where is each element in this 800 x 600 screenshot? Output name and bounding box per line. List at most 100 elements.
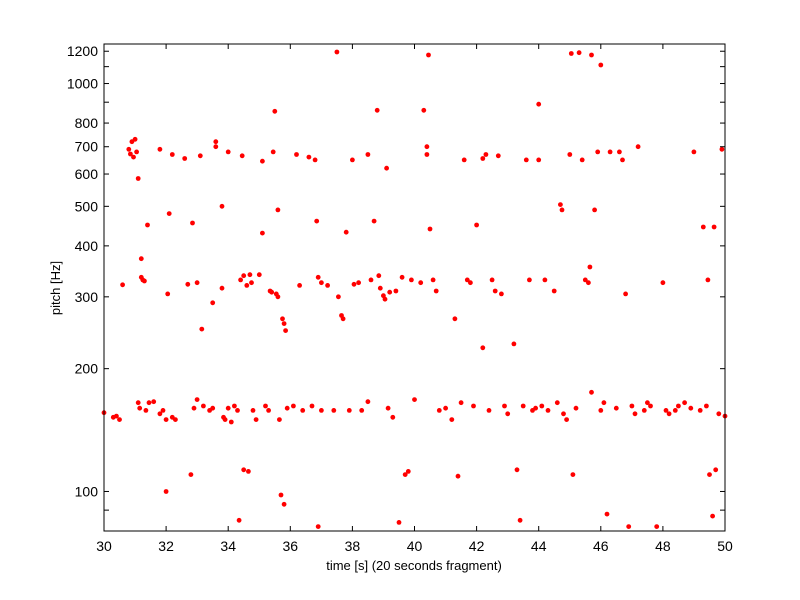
data-point (641, 408, 647, 413)
data-point (672, 408, 678, 413)
data-point (160, 408, 166, 413)
data-point (275, 207, 281, 213)
data-point (291, 403, 296, 409)
data-point (281, 501, 287, 507)
data-point (281, 321, 287, 326)
data-point (430, 277, 436, 283)
data-point (244, 283, 250, 288)
data-point (554, 400, 560, 406)
data-point (573, 405, 579, 411)
data-point (210, 300, 216, 306)
data-point (570, 472, 576, 477)
data-point (676, 403, 681, 409)
plot-area-frame (103, 43, 726, 532)
data-point (586, 280, 591, 286)
data-point (700, 224, 706, 230)
data-point (269, 289, 275, 295)
data-point (365, 152, 371, 157)
data-point (249, 280, 254, 286)
data-point (280, 316, 285, 322)
data-point (436, 408, 442, 413)
data-point (163, 417, 169, 422)
data-point (601, 400, 607, 406)
x-tick-label: 30 (96, 538, 112, 554)
data-point (225, 405, 231, 411)
data-point (300, 408, 306, 413)
data-point (705, 277, 711, 283)
x-axis-ticks: 30 32 34 36 38 40 42 44 46 48 50 (96, 44, 733, 554)
data-point (536, 157, 542, 163)
data-point (283, 328, 288, 333)
data-point (511, 341, 517, 347)
data-point (132, 136, 138, 142)
data-point (396, 520, 402, 525)
data-point (589, 389, 594, 395)
data-point (235, 408, 240, 413)
data-point (387, 289, 393, 295)
data-point (704, 403, 709, 409)
data-point (492, 288, 498, 294)
data-point (219, 203, 225, 209)
data-point (142, 278, 147, 284)
data-point (587, 264, 593, 270)
data-point (250, 408, 256, 413)
data-point (236, 517, 242, 523)
data-point (648, 403, 653, 409)
data-point (426, 52, 431, 58)
data-point (356, 280, 361, 286)
data-point (576, 50, 582, 56)
data-point (607, 149, 613, 155)
data-point (682, 400, 687, 406)
y-tick-label: 300 (75, 289, 99, 305)
data-point (165, 291, 171, 297)
data-point (377, 285, 383, 291)
data-point (399, 274, 405, 280)
data-point (517, 517, 523, 523)
data-point (480, 345, 486, 351)
data-point (350, 157, 355, 163)
data-point (213, 139, 219, 145)
data-point (151, 399, 157, 405)
data-point (427, 226, 433, 232)
data-point (536, 101, 542, 107)
data-point (384, 165, 389, 171)
data-point (253, 417, 259, 422)
data-point (412, 397, 417, 402)
data-point (533, 405, 538, 411)
data-point (505, 411, 511, 417)
data-point (564, 417, 569, 422)
data-point (461, 157, 467, 163)
y-tick-label: 400 (75, 238, 99, 254)
data-point (579, 157, 585, 163)
y-tick-label: 500 (75, 198, 99, 214)
data-point (182, 156, 188, 161)
x-tick-label: 36 (283, 538, 299, 554)
data-point (582, 277, 588, 283)
data-point (138, 256, 144, 262)
data-point (309, 403, 315, 409)
data-point (663, 408, 669, 413)
x-tick-label: 40 (407, 538, 423, 554)
data-point (222, 417, 228, 422)
data-point (376, 273, 382, 279)
data-point (143, 408, 149, 413)
data-point (146, 400, 152, 406)
data-point (551, 288, 557, 294)
y-tick-label: 1200 (67, 43, 98, 59)
data-point (210, 405, 216, 411)
data-point (617, 149, 622, 155)
x-tick-label: 42 (469, 538, 485, 554)
data-point (190, 220, 195, 226)
data-point (284, 405, 290, 411)
data-point (598, 62, 604, 68)
data-point (514, 467, 520, 473)
data-point (331, 408, 337, 413)
data-point (169, 152, 175, 157)
y-tick-label: 600 (75, 166, 99, 182)
data-point (604, 511, 610, 517)
data-point (114, 413, 119, 419)
data-point (592, 207, 597, 213)
data-point (443, 405, 448, 411)
data-point (449, 417, 455, 422)
